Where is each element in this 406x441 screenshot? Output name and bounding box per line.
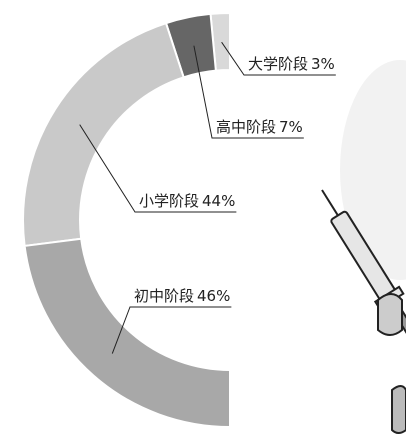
leader-line bbox=[79, 124, 237, 213]
category-label: 小学阶段 bbox=[139, 192, 199, 210]
data-label: 初中阶段 46% bbox=[134, 287, 230, 305]
leader-line bbox=[193, 45, 304, 139]
leader-line bbox=[111, 306, 232, 354]
value-label: 44% bbox=[202, 192, 235, 210]
decoration bbox=[321, 60, 406, 434]
data-label: 高中阶段 7% bbox=[216, 118, 303, 136]
category-label: 初中阶段 bbox=[134, 287, 194, 305]
value-label: 46% bbox=[197, 287, 230, 305]
donut-segment bbox=[22, 21, 185, 248]
category-label: 大学阶段 bbox=[248, 55, 308, 73]
value-label: 7% bbox=[279, 118, 303, 136]
data-label: 大学阶段 3% bbox=[248, 55, 335, 73]
data-label: 小学阶段 44% bbox=[139, 192, 235, 210]
donut-segment bbox=[23, 237, 231, 429]
value-label: 3% bbox=[311, 55, 335, 73]
leader-line bbox=[221, 41, 336, 76]
category-label: 高中阶段 bbox=[216, 118, 276, 136]
